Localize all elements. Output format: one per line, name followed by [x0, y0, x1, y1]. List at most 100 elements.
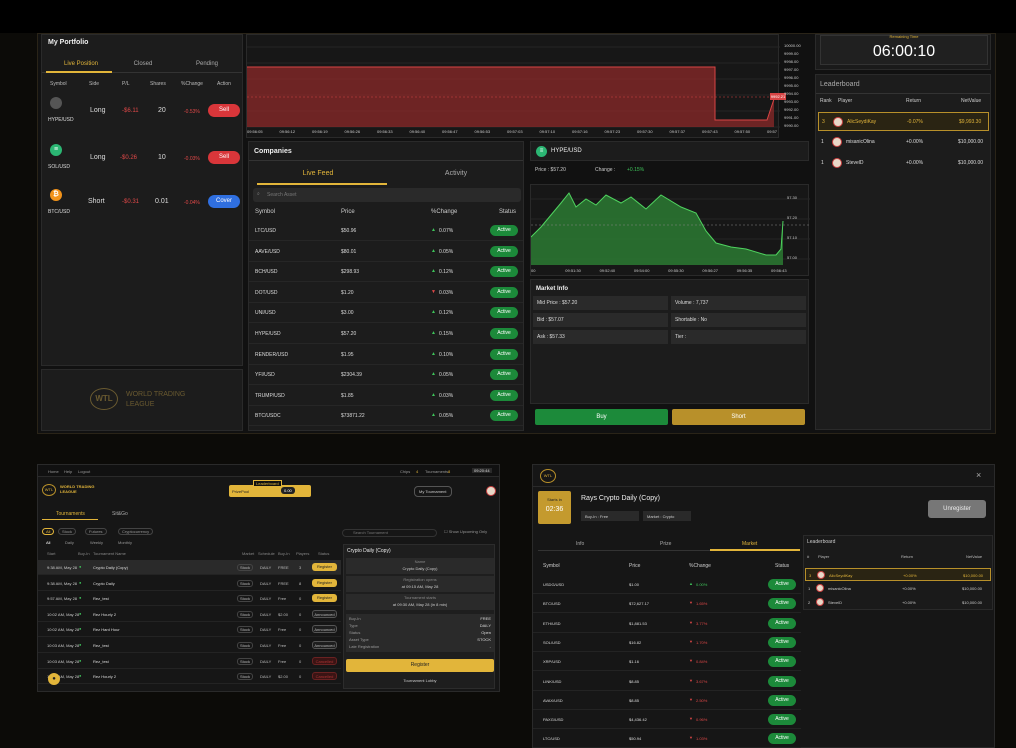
lobby-market-row[interactable]: BTC/USD $72,627.17 ▼ 1.65% Active	[533, 594, 801, 614]
lobby-market-row[interactable]: USDG/USD $1.00 ▲ 0.00% Active	[533, 575, 801, 594]
filter-chip[interactable]: Futures	[85, 528, 107, 535]
nav-help[interactable]: Help	[64, 469, 73, 474]
lobby-market-row[interactable]: PAXG/USD $4,436.42 ▼ 0.96% Active	[533, 710, 801, 730]
tournament-schedule: DAILY	[260, 658, 272, 664]
tab-market[interactable]: Market	[742, 541, 758, 547]
tab-sitgo[interactable]: Sit&Go	[112, 511, 128, 517]
schedule-tab[interactable]: All	[46, 540, 51, 545]
lobby-market-row[interactable]: ETH/USD $1,881.53 ▼ 3.77% Active	[533, 614, 801, 633]
lobby-market-row[interactable]: LTC/USD $50.94 ▼ 1.03% Active	[533, 729, 801, 748]
tournament-status-button[interactable]: Register	[312, 563, 337, 571]
company-row[interactable]: YFI/USD $2304.39 ▲ 0.05% Active	[249, 365, 523, 386]
company-row[interactable]: HYPE/USD $57.20 ▲ 0.15% Active	[249, 324, 523, 344]
my-tournament-button[interactable]: My Tournament	[414, 486, 452, 497]
lobby-price: $4,436.42	[629, 717, 647, 723]
show-upcoming-checkbox[interactable]: ☐ Show Upcoming Only	[444, 529, 488, 534]
company-price: $298.93	[341, 269, 360, 276]
avatar	[816, 598, 824, 606]
tournament-search-input[interactable]: Search Tournament	[342, 529, 437, 537]
company-symbol: UNI/USD	[255, 310, 276, 317]
tournament-row[interactable]: 9:38 AM, May 28 ● Crypto Daily (Copy) Stock…	[38, 560, 341, 575]
league-logo-panel: WTL WORLD TRADING LEAGUE	[41, 369, 243, 431]
leaderboard-badge[interactable]: Leaderboard	[253, 480, 282, 487]
cover-button[interactable]: Cover	[208, 195, 240, 208]
avatar	[832, 137, 842, 147]
buy-button[interactable]: Buy	[535, 409, 668, 425]
company-row[interactable]: BCH/USD $298.93 ▲ 0.12% Active	[249, 262, 523, 283]
tab-pending[interactable]: Pending	[195, 61, 219, 67]
tournament-status-button[interactable]: Cancelled	[312, 656, 337, 665]
sell-button[interactable]: Sell	[208, 104, 240, 117]
asset-search-input[interactable]: ⌕ Search Asset	[253, 188, 521, 202]
register-button[interactable]: Register	[346, 659, 494, 672]
tab-info[interactable]: Info	[576, 541, 585, 547]
lobby-market-row[interactable]: XRP/USD $1.16 ▼ 0.84% Active	[533, 652, 801, 672]
tournament-status-button[interactable]: Cancelled	[312, 672, 337, 681]
company-symbol: DOT/USD	[255, 289, 278, 296]
lobby-market-row[interactable]: SOL/USD $16.82 ▼ 1.70% Active	[533, 633, 801, 652]
tournament-row[interactable]: 10:02 AM, May 28 ● Rez Hourly 2 Stock DAILY $…	[38, 607, 341, 622]
tournament-status-button[interactable]: Register	[312, 594, 337, 603]
lobby-leaderboard-row: 3 AlicSeydiKay +0.00% $10,000.00	[805, 568, 991, 581]
market-chip: Stock	[237, 579, 254, 587]
companies-panel: Companies Live Feed Activity ⌕ Search As…	[248, 141, 524, 431]
detail-value: FREE	[480, 616, 491, 621]
lobby-price: $72,627.17	[629, 601, 650, 607]
filter-chip[interactable]: All	[42, 528, 55, 535]
close-icon[interactable]: ×	[976, 470, 982, 480]
wtl-logo-mark: WTL	[540, 469, 556, 483]
filter-chip[interactable]: Stock	[58, 528, 77, 535]
tab-prize[interactable]: Prize	[660, 541, 672, 547]
schedule-tab[interactable]: Daily	[65, 540, 74, 545]
tournament-lobby-button[interactable]: Tournament Lobby	[403, 678, 437, 683]
position-symbol: SOL/USD	[48, 164, 70, 170]
x-tick-label: 09:56:27	[702, 268, 718, 273]
tournament-row[interactable]: 10:03 AM, May 28 ● Rez_test Stock DAILY Free 0…	[38, 654, 341, 669]
tab-activity[interactable]: Activity	[444, 170, 468, 177]
company-row[interactable]: DOT/USD $1.20 ▼ 0.03% Active	[249, 283, 523, 303]
company-row[interactable]: BTC/USDC $73871.22 ▲ 0.05% Active	[249, 406, 523, 427]
tournament-status-button[interactable]: Announced	[312, 609, 337, 618]
tournament-row[interactable]: 9:57 AM, May 28 ● Rez_test Stock DAILY Free 0 R…	[38, 591, 341, 607]
company-row[interactable]: UNI/USD $3.00 ▲ 0.12% Active	[249, 303, 523, 324]
filter-chip[interactable]: Cryptocurrency	[118, 528, 154, 535]
tournament-status-button[interactable]: Announced	[312, 641, 337, 649]
starts-in-value: 02:36	[545, 506, 564, 513]
sell-button[interactable]: Sell	[208, 151, 240, 164]
tab-closed[interactable]: Closed	[133, 61, 153, 67]
company-row[interactable]: TRUMP/USD $1.85 ▲ 0.03% Active	[249, 386, 523, 406]
status-active-badge: Active	[768, 617, 796, 629]
chat-fab-icon[interactable]: ●	[48, 673, 60, 685]
tournament-row[interactable]: 10:03 AM, May 28 ● Rez_test Stock DAILY Free 0…	[38, 638, 341, 653]
status-active-badge: Active	[490, 225, 518, 236]
nav-home[interactable]: Home	[48, 469, 59, 474]
avatar[interactable]	[486, 486, 496, 496]
tab-live-feed[interactable]: Live Feed	[302, 170, 334, 177]
tournament-row[interactable]: 9:38 AM, May 28 ● Crypto Daily Stock DAILY FR…	[38, 576, 341, 591]
avatar	[832, 158, 842, 168]
detail-key: Status	[349, 630, 361, 635]
lobby-market-row[interactable]: AVAX/USD $8.85 ▼ 2.50% Active	[533, 691, 801, 710]
schedule-tab[interactable]: Monthly	[118, 540, 133, 545]
nav-logout[interactable]: Logout	[78, 469, 91, 474]
tournament-players: 0	[299, 658, 302, 664]
shortable: Shortable : No	[675, 317, 707, 323]
tournament-status-button[interactable]: Announced	[312, 625, 337, 634]
col-player: Player	[818, 554, 830, 559]
company-symbol: TRUMP/USD	[255, 392, 285, 399]
company-row[interactable]: RENDER/USD $1.95 ▲ 0.10% Active	[249, 345, 523, 365]
tournament-row[interactable]: 10:05 AM, May 28 ● Rez Hourly 2 Stock DAILY $…	[38, 669, 341, 685]
tournament-status-button[interactable]: Register	[312, 578, 337, 587]
company-row[interactable]: AAVE/USD $80.01 ▲ 0.05% Active	[249, 242, 523, 262]
lobby-market-row[interactable]: LINK/USD $8.85 ▼ 3.67% Active	[533, 672, 801, 691]
tab-tournaments[interactable]: Tournaments	[56, 511, 85, 517]
schedule-tab[interactable]: Weekly	[90, 540, 104, 545]
company-row[interactable]: LTC/USD $50.96 ▲ 0.07% Active	[249, 221, 523, 241]
market-label: Market :	[647, 514, 662, 519]
unregister-button[interactable]: Unregister	[928, 500, 986, 518]
y-tick-label: 9994.00	[784, 91, 799, 96]
tab-live-position[interactable]: Live Position	[63, 61, 99, 67]
short-button[interactable]: Short	[672, 409, 805, 425]
tournament-row[interactable]: 10:02 AM, May 28 ● Rez Hard Hour Stock DAILY…	[38, 622, 341, 638]
tournament-players: 0	[299, 643, 302, 648]
